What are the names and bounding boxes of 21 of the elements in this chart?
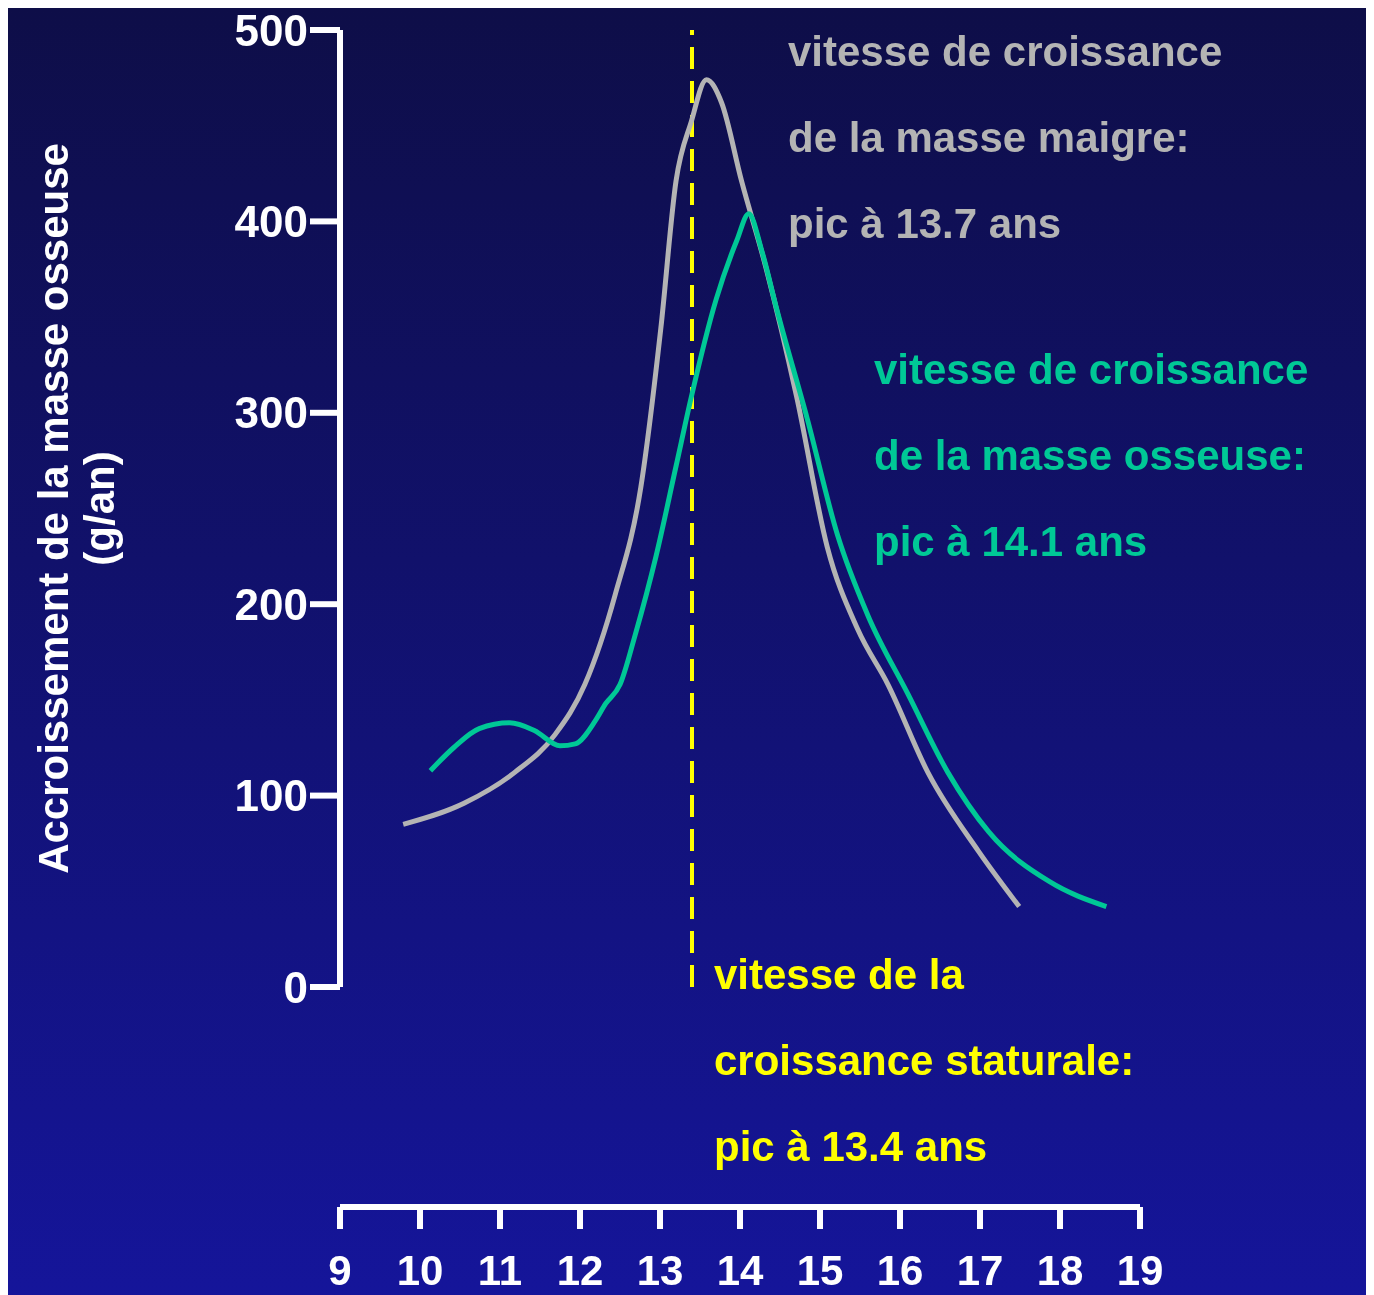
x-tick-label: 16 [876, 1247, 924, 1294]
x-tick-label: 17 [956, 1247, 1004, 1294]
x-tick-label: 19 [1116, 1247, 1164, 1294]
y-tick-label: 300 [234, 388, 308, 438]
x-tick-label: 12 [556, 1247, 604, 1294]
x-tick-label: 11 [477, 1247, 523, 1294]
x-tick-label: 9 [328, 1247, 352, 1294]
x-tick-label: 15 [796, 1247, 844, 1294]
y-axis-title: Accroissement de la masse osseuse (g/an) [30, 143, 123, 874]
x-tick-label: 10 [396, 1247, 444, 1294]
y-tick-label: 400 [234, 197, 308, 247]
x-tick-label: 14 [716, 1247, 764, 1294]
x-tick-label: 18 [1036, 1247, 1084, 1294]
series-label: vitesse de croissance de la masse osseuse: pic à 14.1 ans [874, 346, 1309, 565]
y-tick-label: 500 [234, 5, 308, 55]
y-tick-label: 200 [234, 579, 308, 629]
series-label: vitesse de croissance de la masse maigre: pic à 13.7 ans [788, 28, 1223, 247]
ref-line-label: vitesse de la croissance staturale: pic à 13.4 ans [714, 951, 1135, 1170]
y-tick-label: 0 [283, 962, 308, 1012]
y-tick-label: 100 [234, 771, 308, 821]
x-tick-label: 13 [636, 1247, 684, 1294]
